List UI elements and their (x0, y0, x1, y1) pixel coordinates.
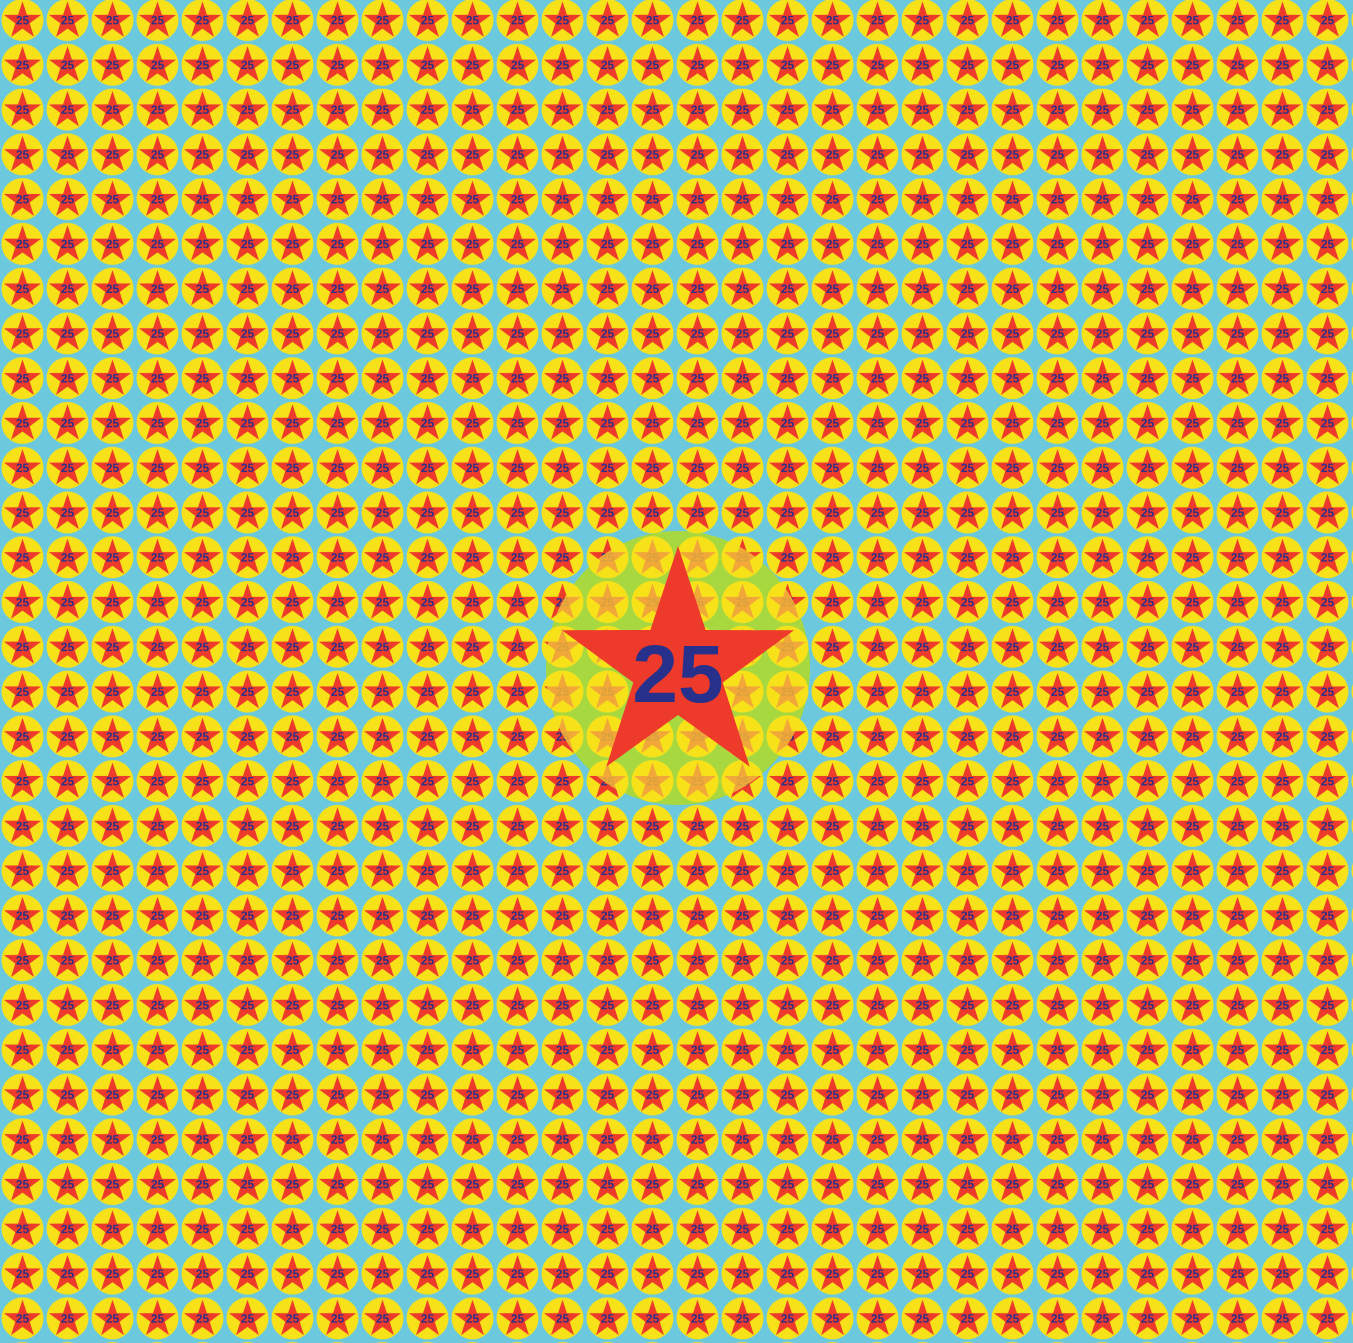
big-star-icon (561, 546, 795, 767)
center-label: 25 (632, 629, 723, 720)
